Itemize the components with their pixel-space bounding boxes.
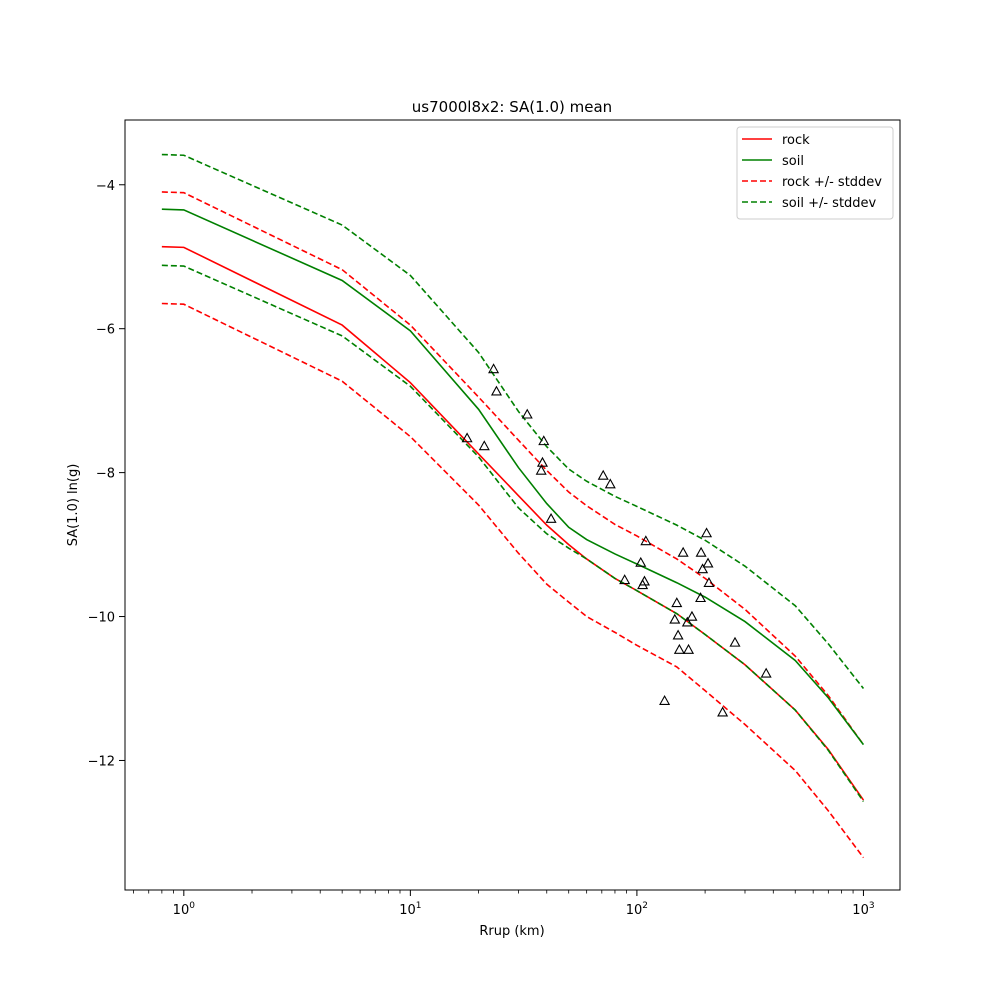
axes-frame xyxy=(124,119,901,891)
observation-point xyxy=(545,512,557,523)
series-line-soil-minus-stddev xyxy=(161,264,865,802)
observation-point xyxy=(521,408,533,419)
y-tick-label: −12 xyxy=(88,754,115,769)
observation-point xyxy=(619,574,631,585)
series-line-soil-plus-stddev xyxy=(161,153,865,689)
series-line-rock-plus-stddev xyxy=(161,191,865,746)
observation-point xyxy=(478,440,490,451)
y-tick-label: −8 xyxy=(96,467,115,482)
observation-point xyxy=(703,576,715,587)
x-tick-label: 101 xyxy=(399,901,421,918)
observation-point xyxy=(640,535,652,546)
observation-point xyxy=(681,616,693,627)
observation-point xyxy=(695,592,707,603)
series-line-soil xyxy=(161,208,865,746)
observation-point xyxy=(702,557,714,568)
observation-point xyxy=(717,706,729,717)
observation-point xyxy=(536,456,549,467)
observation-point xyxy=(697,563,709,574)
observation-point xyxy=(701,527,713,538)
x-tick-label: 103 xyxy=(852,901,874,918)
observation-point xyxy=(760,667,772,678)
observation-point xyxy=(669,613,681,624)
axes: 100 101 102 103 −4 −6 −8 −10 −12 xyxy=(88,179,875,918)
observation-point xyxy=(673,643,685,654)
observation-point xyxy=(461,432,473,443)
observation-point xyxy=(604,478,616,489)
observation-point xyxy=(659,695,671,705)
observation-point xyxy=(729,636,741,647)
observation-point xyxy=(671,597,683,608)
observation-point xyxy=(535,464,547,475)
legend: rock soil rock +/- stddev soil +/- stddev xyxy=(736,126,894,220)
plot-area xyxy=(161,153,865,859)
legend-label-rock: rock xyxy=(782,133,810,148)
observation-point xyxy=(488,363,500,374)
legend-box xyxy=(736,126,894,220)
x-tick-label: 100 xyxy=(173,901,196,918)
legend-label-soil-plus-stddev: soil +/- stddev xyxy=(782,196,877,211)
observation-point xyxy=(597,469,609,480)
x-tick-label: 102 xyxy=(626,901,648,918)
y-tick-label: −4 xyxy=(96,179,115,194)
y-tick-label: −10 xyxy=(88,611,115,626)
x-axis-label: Rrup (km) xyxy=(479,924,544,939)
observation-point xyxy=(638,575,651,586)
observation-point xyxy=(677,546,689,557)
chart-title: us7000l8x2: SA(1.0) mean xyxy=(412,98,612,116)
observation-point xyxy=(490,385,503,396)
observation-point xyxy=(538,435,550,446)
observation-point xyxy=(682,643,695,654)
observation-point xyxy=(672,629,684,640)
legend-label-soil: soil xyxy=(782,154,804,169)
y-axis-label: SA(1.0) ln(g) xyxy=(66,464,81,547)
observation-point xyxy=(695,546,707,557)
series-line-rock-minus-stddev xyxy=(161,302,865,859)
observation-point xyxy=(686,610,698,621)
observation-point xyxy=(635,556,647,567)
legend-label-rock-plus-stddev: rock +/- stddev xyxy=(782,175,882,190)
y-tick-label: −6 xyxy=(96,323,115,338)
